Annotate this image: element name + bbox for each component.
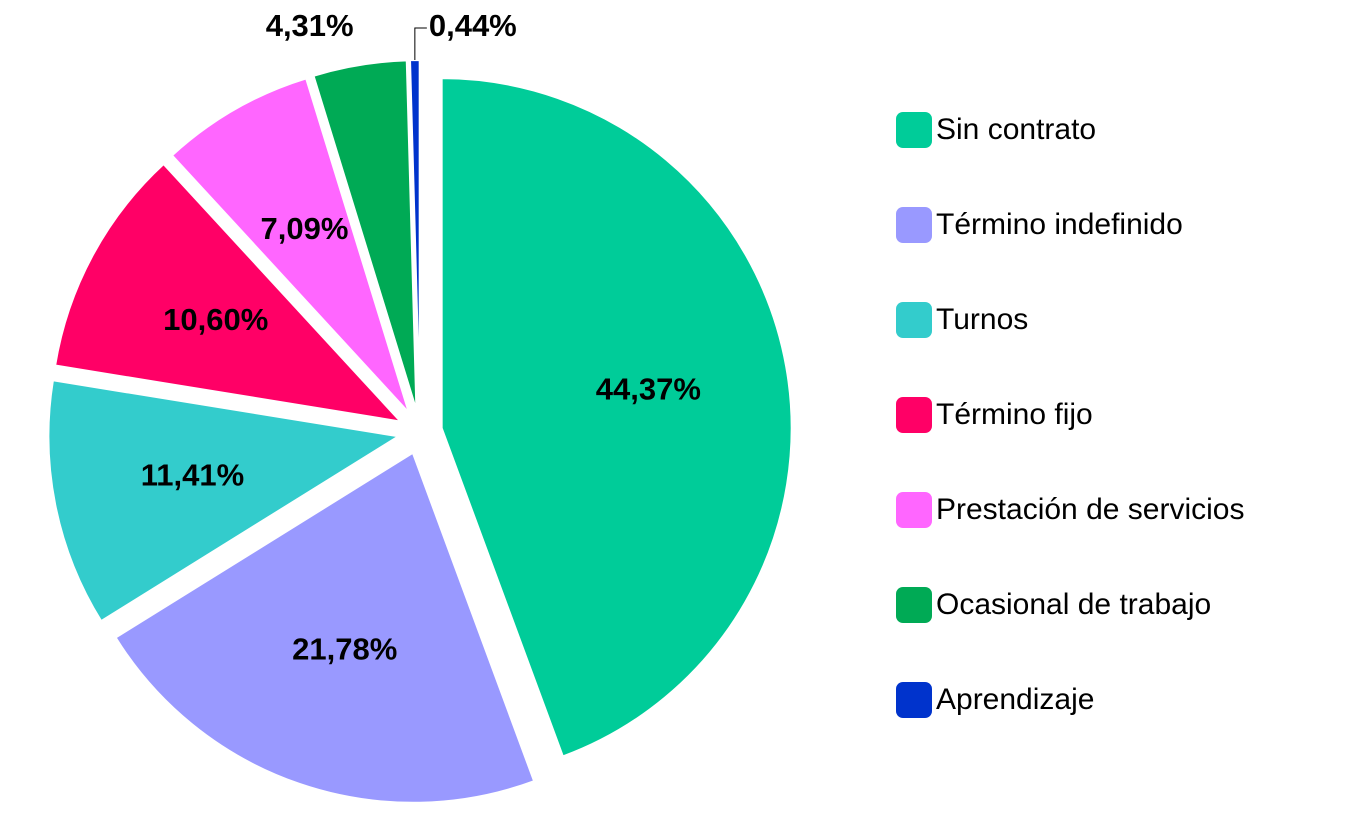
data-label: 10,60% — [163, 302, 268, 337]
legend-label: Ocasional de trabajo — [936, 588, 1211, 621]
legend-label: Prestación de servicios — [936, 493, 1244, 526]
legend-label: Sin contrato — [936, 113, 1096, 146]
pie-slice — [440, 77, 793, 758]
legend-label: Turnos — [936, 303, 1028, 336]
data-label: 0,44% — [429, 8, 517, 43]
legend-swatch — [896, 492, 932, 528]
pie-slice — [312, 59, 418, 411]
pie-slice — [170, 77, 411, 414]
pie-slice — [47, 379, 402, 623]
legend-swatch — [896, 397, 932, 433]
data-label: 4,31% — [266, 8, 354, 43]
legend-swatch — [896, 587, 932, 623]
pie-slice — [53, 162, 404, 424]
data-label: 21,78% — [292, 632, 397, 667]
pie-slice — [114, 451, 536, 804]
legend-swatch — [896, 302, 932, 338]
legend-label: Término indefinido — [936, 208, 1183, 241]
leader-line — [414, 27, 427, 61]
legend-label: Aprendizaje — [936, 683, 1094, 716]
data-label: 11,41% — [141, 458, 244, 493]
legend-swatch — [896, 112, 932, 148]
legend-swatch — [896, 207, 932, 243]
legend-swatch — [896, 682, 932, 718]
legend-label: Término fijo — [936, 398, 1093, 431]
data-label: 44,37% — [596, 371, 701, 406]
data-label: 7,09% — [261, 211, 349, 246]
